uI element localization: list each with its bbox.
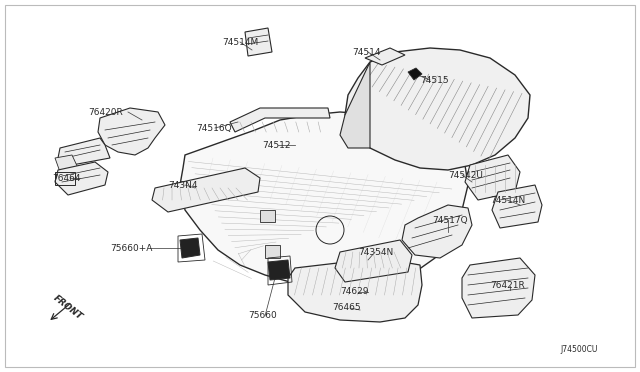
Polygon shape [462, 258, 535, 318]
Text: 74629: 74629 [340, 288, 369, 296]
Text: J74500CU: J74500CU [560, 346, 597, 355]
Polygon shape [340, 62, 370, 148]
Polygon shape [230, 108, 330, 132]
Polygon shape [465, 155, 520, 200]
Text: 74514: 74514 [352, 48, 381, 57]
Polygon shape [365, 48, 405, 65]
Polygon shape [492, 185, 542, 228]
Polygon shape [180, 238, 200, 258]
Text: 75660: 75660 [248, 311, 276, 321]
Text: 75660+A: 75660+A [110, 244, 152, 253]
Text: 74515: 74515 [420, 76, 449, 84]
Text: 76464: 76464 [52, 173, 81, 183]
Text: 76420R: 76420R [88, 108, 123, 116]
Polygon shape [58, 138, 110, 165]
Text: 74512: 74512 [262, 141, 291, 150]
Polygon shape [98, 108, 165, 155]
Polygon shape [265, 245, 280, 258]
Text: 76465: 76465 [332, 304, 360, 312]
Text: 74514M: 74514M [222, 38, 259, 46]
Text: FRONT: FRONT [52, 294, 84, 322]
Polygon shape [260, 210, 275, 222]
Text: 743N4: 743N4 [168, 180, 198, 189]
Text: 74517Q: 74517Q [432, 215, 468, 224]
Text: 76421R: 76421R [490, 282, 525, 291]
Polygon shape [268, 260, 290, 280]
Polygon shape [335, 240, 412, 282]
Polygon shape [288, 258, 422, 322]
Polygon shape [408, 68, 422, 80]
Text: 74516Q: 74516Q [196, 124, 232, 132]
Polygon shape [180, 112, 468, 285]
Text: 74514N: 74514N [490, 196, 525, 205]
Polygon shape [245, 28, 272, 56]
Polygon shape [152, 168, 260, 212]
Polygon shape [55, 155, 78, 172]
Polygon shape [402, 205, 472, 258]
Text: 74354N: 74354N [358, 247, 393, 257]
Polygon shape [55, 162, 108, 195]
Polygon shape [345, 48, 530, 170]
Text: 74542U: 74542U [448, 170, 483, 180]
